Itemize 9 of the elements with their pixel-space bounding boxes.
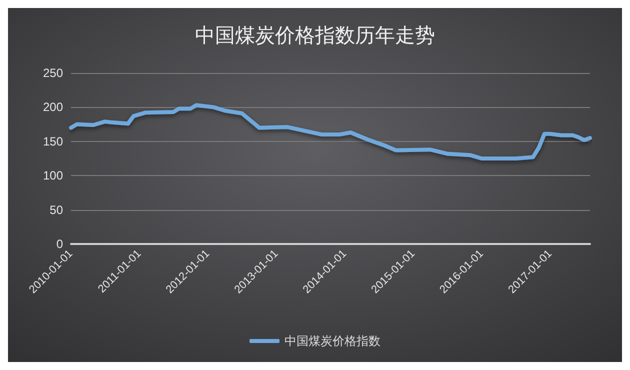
legend-label: 中国煤炭价格指数 xyxy=(284,334,380,348)
line-series xyxy=(69,103,592,160)
y-tick-label: 250 xyxy=(42,66,64,80)
y-tick-label: 50 xyxy=(50,202,64,217)
y-tick-label: 0 xyxy=(56,237,64,251)
chart-title: 中国煤炭价格指数历年走势 xyxy=(195,23,435,47)
y-tick-label: 100 xyxy=(42,168,64,183)
y-tick-label: 200 xyxy=(42,100,64,114)
y-tick-label: 150 xyxy=(42,134,64,148)
